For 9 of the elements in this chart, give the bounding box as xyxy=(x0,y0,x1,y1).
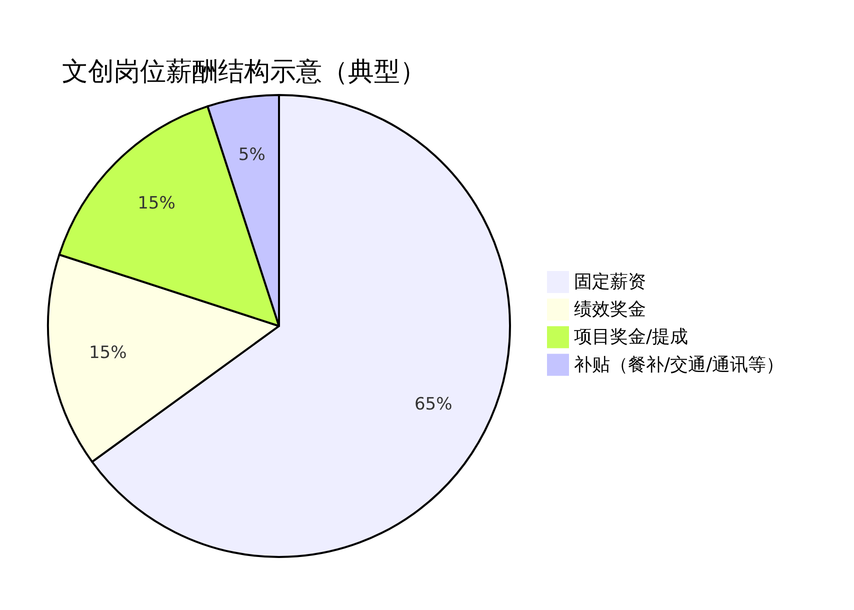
data-label: 15% xyxy=(88,343,127,364)
legend-label: 项目奖金/提成 xyxy=(574,326,688,348)
legend-label: 补贴（餐补/交通/通讯等） xyxy=(574,354,784,376)
data-label: 5% xyxy=(238,144,266,165)
legend-label: 固定薪资 xyxy=(574,272,646,292)
legend-label: 绩效奖金 xyxy=(574,299,646,320)
data-label: 65% xyxy=(414,394,452,415)
data-label: 15% xyxy=(138,193,176,214)
chart-title: 文创岗位薪酬结构示意（典型） xyxy=(62,57,426,87)
